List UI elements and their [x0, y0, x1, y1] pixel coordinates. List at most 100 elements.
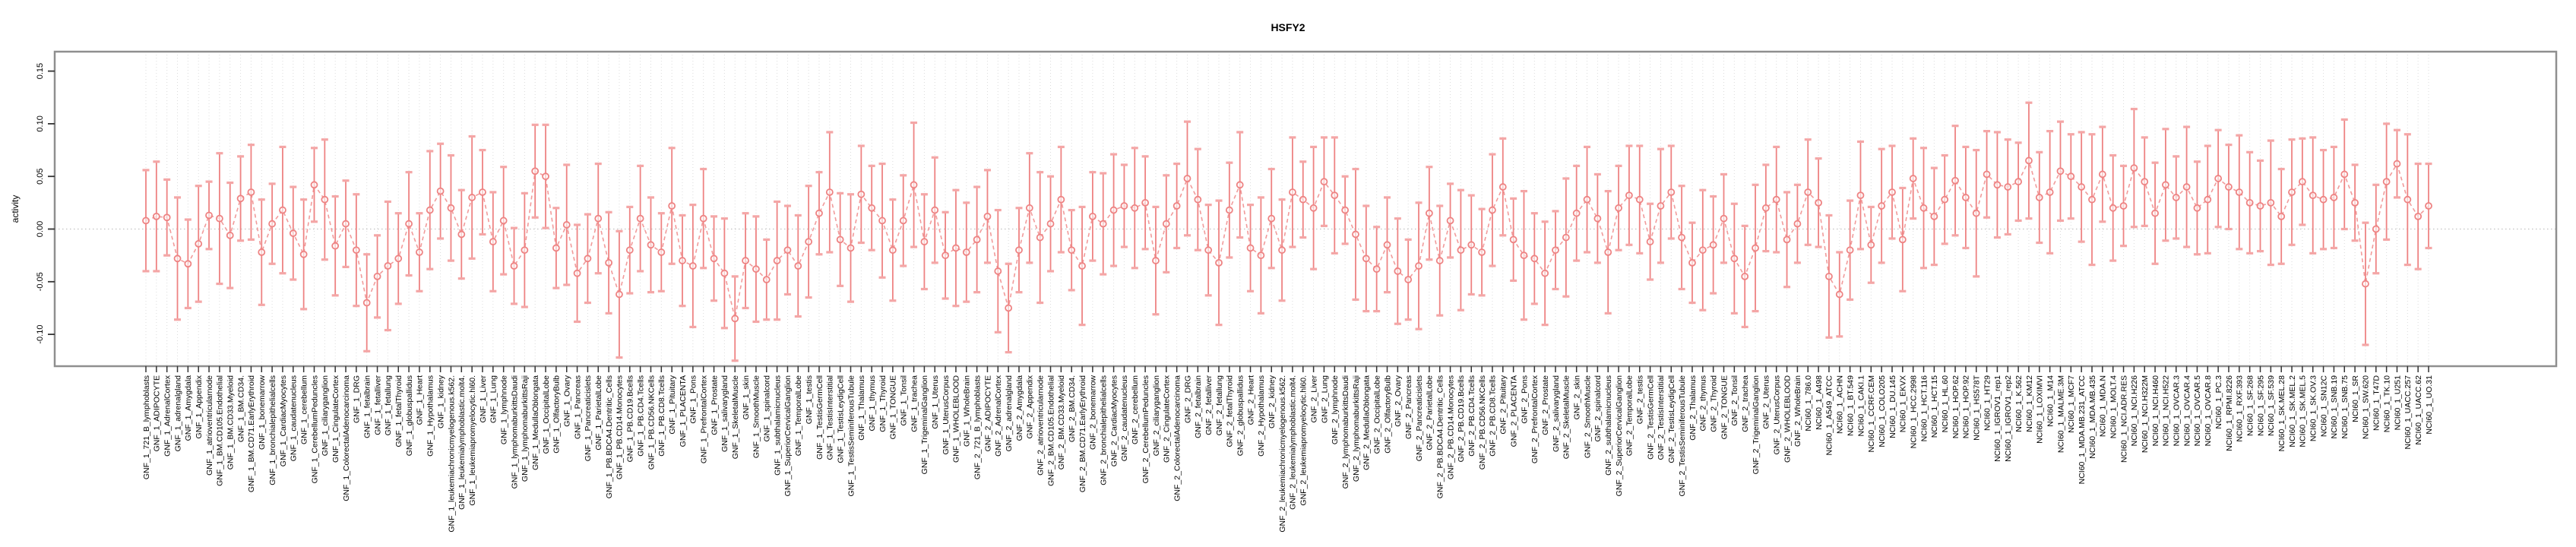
x-tick-label: GNF_2_Tonsil [1730, 375, 1739, 426]
x-tick-label: NCI60_1_MDA.MB.231_ATCC [2078, 375, 2087, 485]
y-tick-label: 0.05 [36, 168, 45, 184]
x-tick-label: NCI60_1_TK.10 [2382, 375, 2391, 432]
mean-point [2182, 183, 2191, 191]
mean-point [1509, 236, 1517, 244]
mean-point [1983, 170, 1991, 179]
mean-point [847, 244, 855, 252]
mean-point [1961, 194, 1970, 201]
x-tick-label: GNF_2_kidney [1267, 375, 1277, 428]
x-tick-label: GNF_1_PrefrontalCortex [699, 375, 708, 463]
x-tick-label: GNF_2_AdrenalCortex [994, 375, 1003, 457]
x-tick-label: GNF_2_721_B_lymphoblasts [973, 375, 982, 479]
x-tick-label: GNF_1_PB.CD19.Bcells [626, 375, 635, 462]
mean-point [584, 255, 592, 263]
mean-point [405, 220, 413, 228]
x-tick-label: NCI60_1_A549_ATCC [1825, 375, 1834, 456]
category-gridlines [145, 52, 2429, 366]
x-tick-label: NCI60_1_PC.3 [2214, 375, 2223, 429]
x-tick-label: GNF_1_skin [742, 375, 751, 420]
x-tick-label: GNF_1_Thalamus [857, 375, 866, 441]
mean-point [342, 220, 350, 228]
mean-point [499, 217, 508, 225]
mean-point [605, 258, 613, 267]
x-tick-label: GNF_1_SuperiorCervicalGanglion [783, 375, 793, 496]
mean-point [1604, 248, 1612, 256]
mean-point [2351, 198, 2359, 207]
x-tick-label: GNF_1_PLACENTA [679, 375, 688, 447]
mean-point [2256, 202, 2264, 210]
mean-point [447, 204, 455, 212]
mean-point [1457, 246, 1465, 255]
mean-point [1005, 304, 1013, 312]
x-tick-label: GNF_2_Pituitary [1499, 375, 1508, 434]
x-tick-label: NCI60_1_HOP.92 [1962, 375, 1971, 438]
mean-point [710, 255, 718, 263]
mean-point [2225, 183, 2233, 191]
x-tick-label: GNF_2_Heart [1246, 375, 1255, 425]
x-tick-label: GNF_1_lymphnode [499, 375, 508, 444]
x-tick-label: NCI60_1_HL.60 [1941, 375, 1950, 432]
chart-title: HSFY2 [1271, 21, 1305, 33]
mean-point [752, 265, 760, 274]
plot-border [53, 50, 2558, 368]
x-tick-label: GNF_2_lymphomaburkittsRaji [1352, 375, 1361, 482]
x-tick-label: NCI60_1_IGROV1_rep2 [2004, 375, 2013, 462]
mean-point [2414, 212, 2423, 220]
mean-point [731, 315, 739, 323]
x-tick-label: GNF_1_bonemarrow [258, 375, 267, 450]
mean-point [2393, 160, 2401, 168]
x-tick-label: GNF_2_Amygdala [1015, 375, 1024, 441]
x-tick-label: GNF_2_leukemiapromyelocytic.hl60. [1299, 375, 1309, 506]
x-tick-label: GNF_1_TestisLeydigCell [836, 375, 845, 463]
mean-point [1972, 209, 1980, 217]
x-tick-label: GNF_1_TestisInterstitial [826, 375, 835, 460]
x-tick-label: GNF_1_DRG [353, 375, 362, 423]
mean-point [1678, 233, 1686, 242]
x-tick-label: GNF_2_PrefrontalCortex [1530, 375, 1540, 463]
x-tick-label: GNF_2_TrigeminalGanglion [1752, 375, 1761, 474]
mean-point [1478, 248, 1486, 256]
x-tick-label: GNF_1_lymphomaburkittsRaji [521, 375, 530, 482]
x-tick-label: NCI60_1_CAKI.1 [1856, 375, 1866, 437]
x-tick-label: GNF_1_atrioventricularnode [205, 375, 214, 476]
x-tick-label: NCI60_1_HT29 [1983, 375, 1992, 431]
x-tick-label: NCI60_1_SF.295 [2256, 375, 2265, 436]
x-tick-label: GNF_2_WholeBrain [1793, 375, 1802, 447]
mean-point [2162, 181, 2169, 189]
mean-point [1878, 202, 1886, 210]
mean-point [2014, 178, 2023, 186]
x-tick-label: NCI60_1_SW.620 [2362, 375, 2371, 439]
mean-point [1078, 262, 1086, 270]
mean-point [1025, 204, 1033, 212]
mean-point [815, 209, 823, 217]
mean-point [762, 276, 771, 283]
x-tick-label: GNF_2_cerebellum [1131, 375, 1140, 444]
mean-point [2204, 195, 2212, 204]
x-tick-label: GNF_1_BM.CD34. [236, 375, 245, 442]
x-tick-label: GNF_2_testis [1636, 375, 1645, 424]
x-tick-label: GNF_1_Hypothalamus [426, 375, 435, 457]
mean-point [2141, 178, 2149, 186]
x-tick-label: NCI60_1_NCI.ADR.RES [2119, 375, 2128, 463]
x-tick-label: GNF_2_CardiacMyocytes [1109, 375, 1119, 466]
mean-point [1467, 241, 1476, 249]
mean-point [152, 212, 160, 220]
mean-point [2025, 157, 2033, 165]
mean-point [888, 246, 897, 255]
mean-point [1267, 214, 1276, 223]
x-tick-label: GNF_2_PB.CD8.Tcells [1489, 375, 1498, 457]
x-tick-label: GNF_1_ciliaryganglion [321, 375, 330, 456]
mean-point [1372, 265, 1381, 274]
x-tick-label: GNF_1_fetalbrain [363, 375, 372, 438]
mean-point [878, 217, 886, 225]
x-tick-label: GNF_2_TestisInterstitial [1657, 375, 1666, 460]
mean-point [1919, 204, 1928, 212]
mean-point [299, 250, 308, 258]
x-tick-label: GNF_2_Lung [1320, 375, 1329, 423]
x-tick-label: GNF_2_skin [1572, 375, 1581, 420]
x-tick-label: GNF_1_caudatenucleus [290, 375, 299, 461]
x-tick-label: GNF_2_ciliaryganglion [1152, 375, 1161, 456]
mean-point [1835, 290, 1843, 299]
mean-point [625, 246, 634, 255]
x-tick-label: GNF_1_PB.CD8.Tcells [657, 375, 666, 457]
